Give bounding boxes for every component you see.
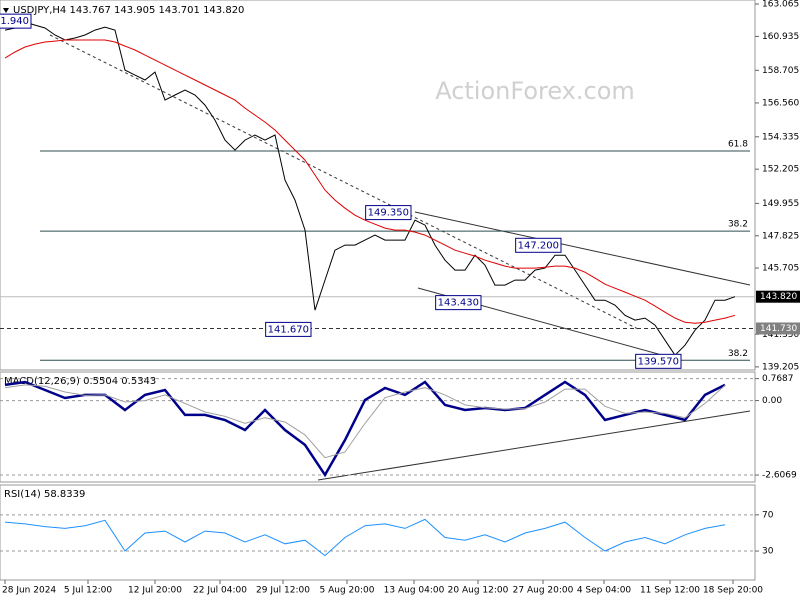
annotation-label: 1.940 xyxy=(0,16,29,27)
y-tick-label: 0.00 xyxy=(762,396,782,406)
annotation-box xyxy=(515,237,562,253)
fib-label: 38.2 xyxy=(728,349,748,359)
y-tick-label: 156.560 xyxy=(762,98,799,108)
annotation-box xyxy=(435,295,482,311)
x-tick-label: 18 Sep 20:00 xyxy=(703,586,763,596)
fib-label: 38.2 xyxy=(728,220,748,230)
y-tick-label: 158.705 xyxy=(762,66,799,76)
x-tick-label: 13 Aug 04:00 xyxy=(384,586,445,596)
annotation-box xyxy=(0,13,32,29)
annotation-label: 147.200 xyxy=(518,240,559,251)
y-tick-label: 149.955 xyxy=(762,199,799,209)
price-title: USDJPY,H4 143.767 143.905 143.701 143.82… xyxy=(13,5,244,16)
y-tick-label: 163.065 xyxy=(762,0,799,10)
series-line xyxy=(4,518,726,557)
trend-line xyxy=(49,34,641,331)
x-tick-label: 29 Jul 12:00 xyxy=(256,586,310,596)
y-tick-label: 141.350 xyxy=(762,330,799,340)
series-line xyxy=(4,21,736,356)
price-marker-label: 141.730 xyxy=(760,324,797,334)
x-tick-label: 12 Jul 20:00 xyxy=(128,586,182,596)
annotation-label: 141.670 xyxy=(268,324,309,335)
x-tick-label: 27 Aug 20:00 xyxy=(513,586,574,596)
y-tick-label: 154.335 xyxy=(762,132,799,142)
x-tick-label: 28 Jun 2024 xyxy=(2,586,56,596)
macd-trend-line xyxy=(317,410,751,481)
annotation-box xyxy=(635,353,682,369)
channel-line xyxy=(414,211,751,286)
y-tick-label: 70 xyxy=(762,510,774,520)
x-tick-label: 5 Aug 20:00 xyxy=(320,586,375,596)
y-tick-label: 139.205 xyxy=(762,362,799,372)
watermark: ActionForex.com xyxy=(435,77,635,105)
macd-panel-frame xyxy=(0,371,756,483)
macd-title: MACD(12,26,9) 0.5504 0.5343 xyxy=(4,376,156,387)
series-line xyxy=(4,39,736,324)
y-tick-label: 0.7687 xyxy=(762,374,794,384)
x-tick-label: 22 Jul 04:00 xyxy=(193,586,247,596)
y-tick-label: 30 xyxy=(762,547,774,557)
price-marker-box xyxy=(756,290,800,303)
rsi-panel-frame xyxy=(0,484,756,581)
y-tick-label: 152.205 xyxy=(762,165,799,175)
x-tick-label: 11 Sep 12:00 xyxy=(640,586,700,596)
rsi-title: RSI(14) 58.8339 xyxy=(4,489,85,500)
annotation-label: 149.350 xyxy=(368,208,409,219)
annotation-label: 139.570 xyxy=(638,356,679,367)
y-tick-label: 145.705 xyxy=(762,264,799,274)
fib-label: 61.8 xyxy=(728,140,748,150)
x-tick-label: 4 Sep 04:00 xyxy=(577,586,632,596)
x-tick-label: 20 Aug 12:00 xyxy=(448,586,509,596)
series-line xyxy=(4,380,726,478)
price-panel-frame xyxy=(0,0,756,371)
price-marker-box xyxy=(756,322,800,335)
annotation-box xyxy=(365,205,412,221)
y-tick-label: 147.825 xyxy=(762,231,799,241)
menu-triangle xyxy=(3,8,9,13)
y-tick-label: -2.6069 xyxy=(762,471,797,481)
annotation-box xyxy=(265,321,312,337)
x-tick-label: 5 Jul 12:00 xyxy=(64,586,113,596)
price-marker-label: 143.820 xyxy=(760,292,797,302)
series-line xyxy=(4,384,726,459)
annotation-label: 143.430 xyxy=(438,298,479,309)
y-tick-label: 160.935 xyxy=(762,32,799,42)
